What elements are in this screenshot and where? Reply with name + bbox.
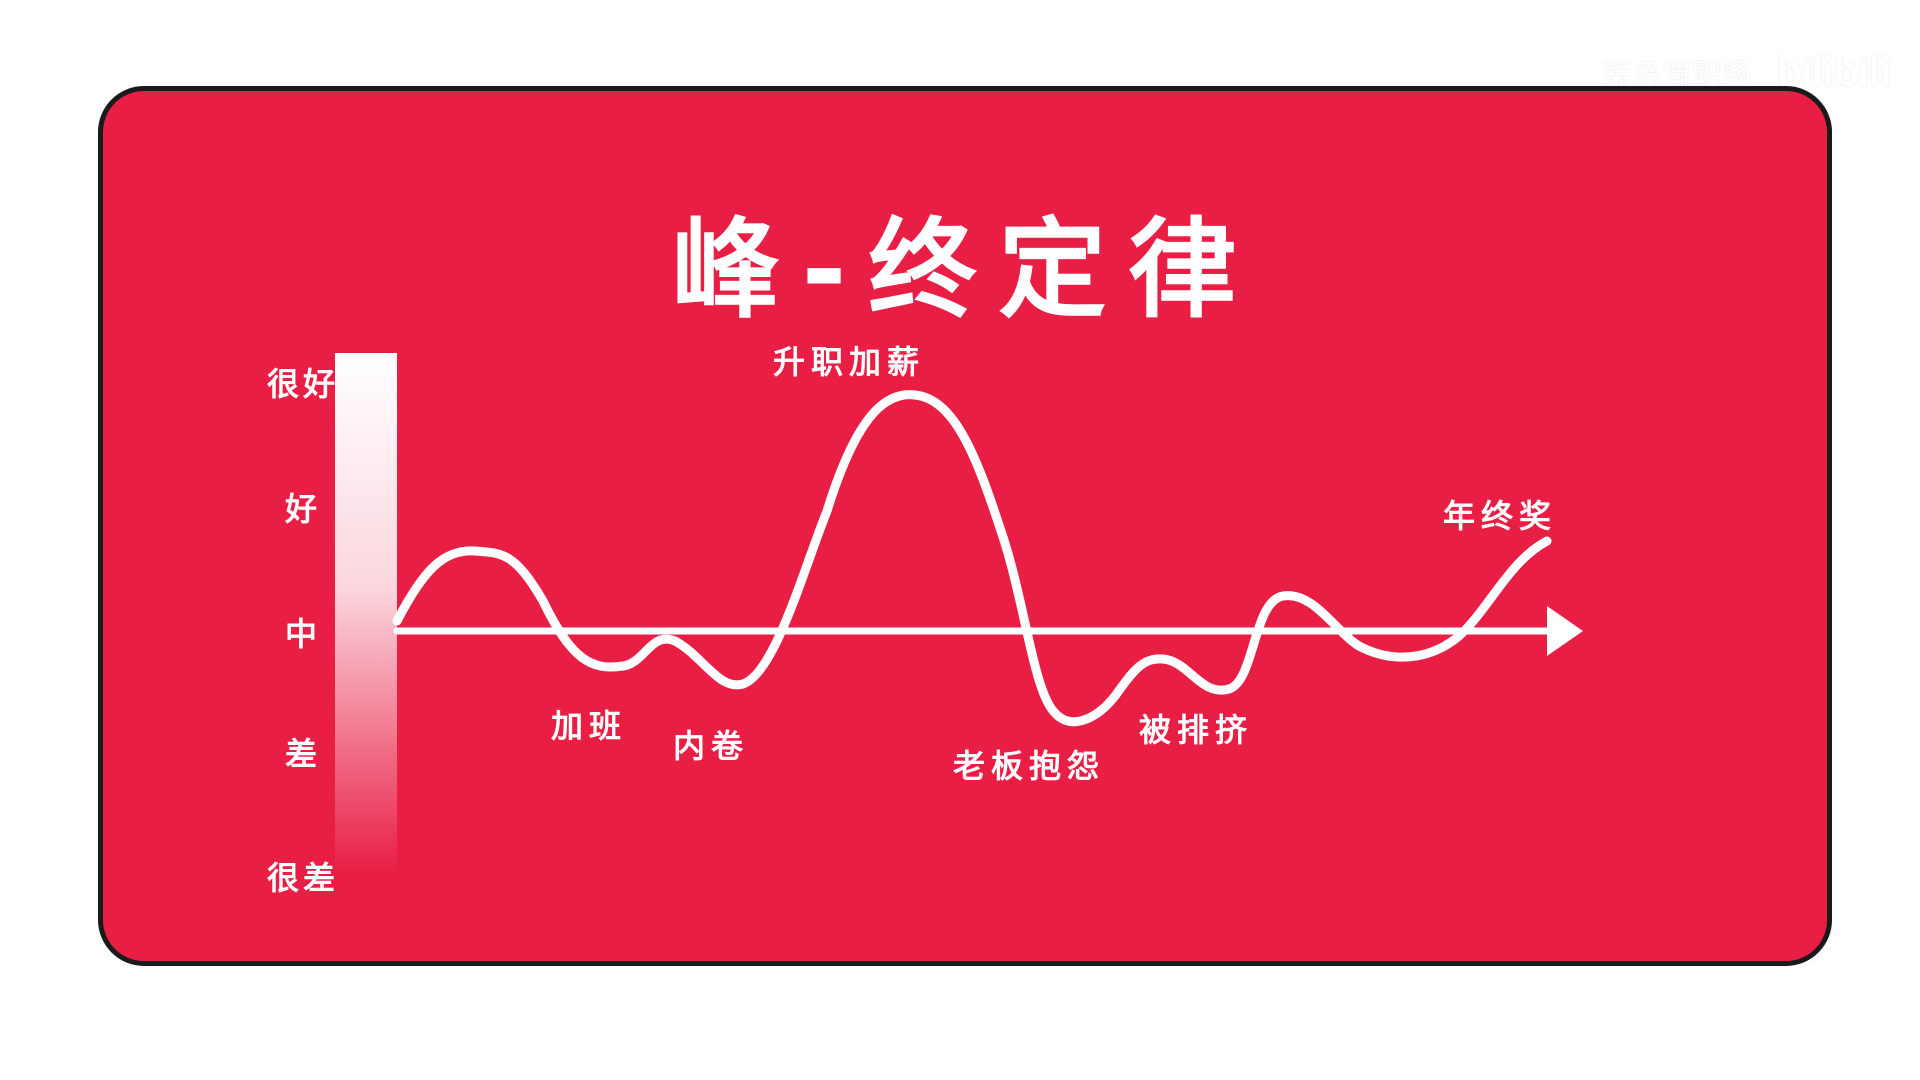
annotation-squeezed-out: 被排挤 bbox=[1139, 711, 1254, 749]
annotation-promotion: 升职加薪 bbox=[773, 343, 926, 381]
annotation-involution: 内卷 bbox=[673, 727, 750, 765]
y-level-very-bad: 很差 bbox=[266, 859, 339, 897]
annotation-boss-complaint: 老板抱怨 bbox=[953, 747, 1106, 785]
experience-curve-chart bbox=[392, 390, 1583, 727]
experience-curve bbox=[392, 390, 1552, 727]
diagram-card: 峰-终定律 很好 好 中 差 很差 加班 内卷 升职加薪 老板抱怨 被排挤 年终… bbox=[98, 86, 1832, 966]
diagram-title: 峰-终定律 bbox=[671, 208, 1259, 333]
y-gradient-scale bbox=[335, 353, 397, 873]
y-level-medium: 中 bbox=[284, 615, 321, 653]
y-level-very-good: 很好 bbox=[266, 365, 339, 403]
annotation-overtime: 加班 bbox=[551, 707, 628, 745]
y-level-good: 好 bbox=[284, 490, 321, 528]
video-subtitle: 加班、内卷、抱怨、排挤的状态 bbox=[103, 959, 1827, 961]
annotation-year-end-bonus: 年终奖 bbox=[1443, 497, 1558, 535]
y-level-bad: 差 bbox=[284, 735, 321, 773]
time-axis-arrow-icon bbox=[1547, 606, 1583, 656]
